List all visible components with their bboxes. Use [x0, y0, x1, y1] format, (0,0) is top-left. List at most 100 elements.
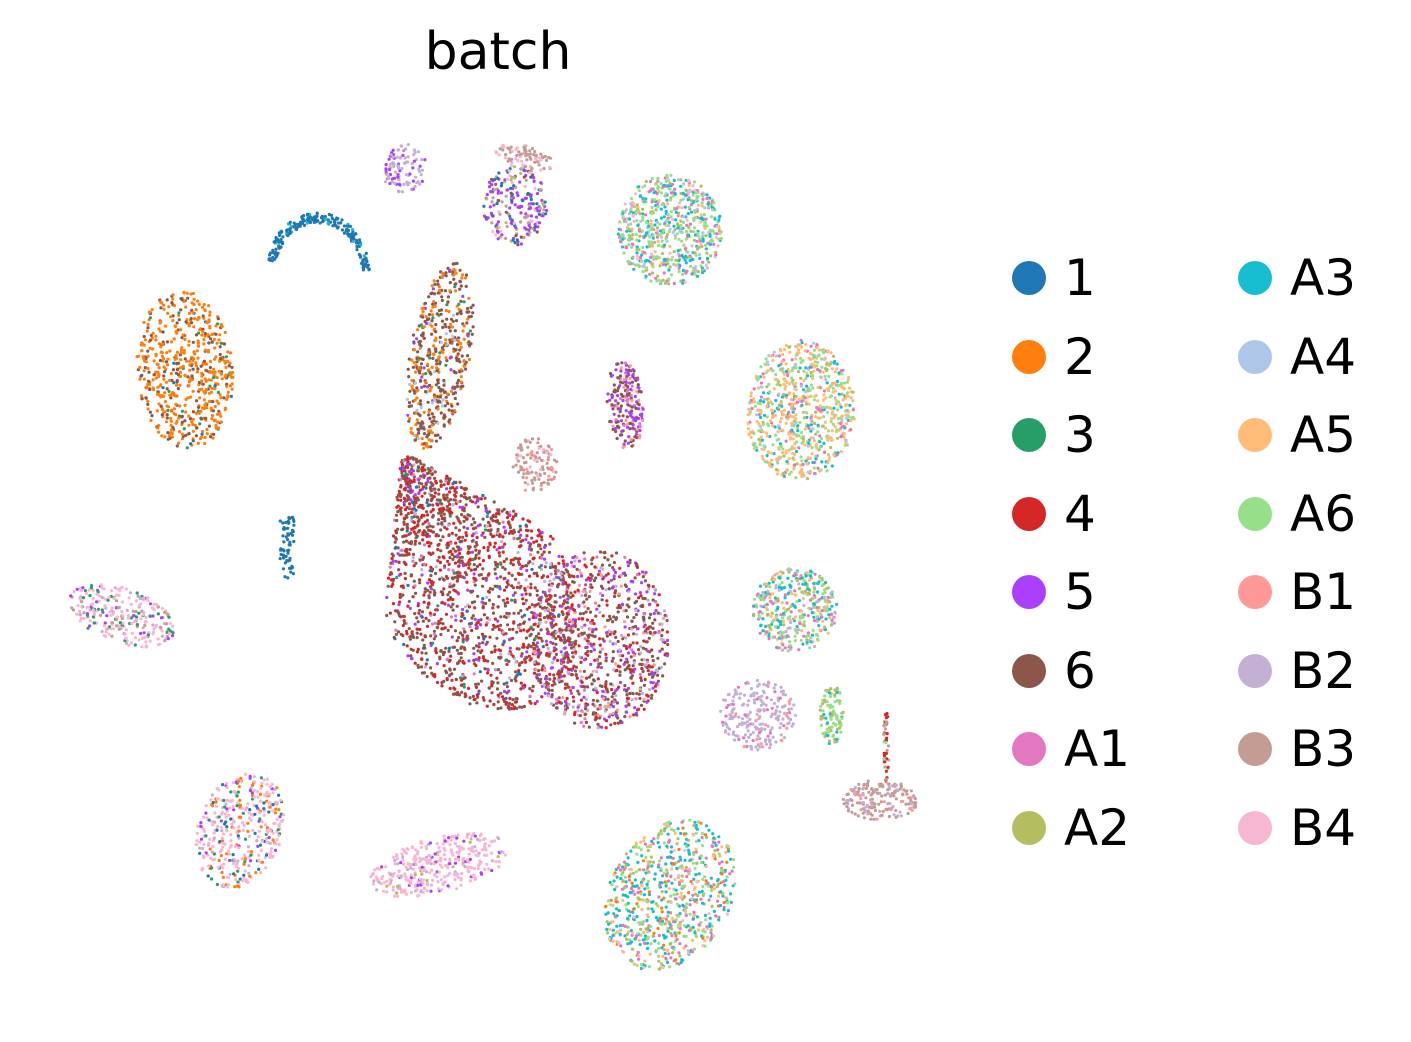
scatter-point: [631, 255, 635, 259]
scatter-point: [454, 549, 458, 553]
scatter-point: [482, 659, 486, 663]
scatter-point: [770, 368, 774, 372]
scatter-point: [196, 344, 201, 348]
scatter-point: [162, 303, 166, 307]
scatter-point: [416, 427, 420, 431]
scatter-point: [461, 607, 465, 612]
scatter-point: [657, 198, 661, 203]
scatter-point: [635, 238, 639, 242]
scatter-point: [522, 686, 526, 690]
scatter-point: [669, 173, 673, 177]
scatter-point: [536, 655, 540, 659]
scatter-point: [442, 512, 446, 516]
scatter-point: [462, 324, 466, 328]
scatter-point: [573, 721, 577, 725]
scatter-point: [684, 188, 688, 192]
scatter-point: [218, 352, 222, 357]
scatter-point: [147, 370, 151, 374]
scatter-point: [485, 514, 489, 519]
scatter-point: [602, 551, 606, 555]
scatter-point: [545, 599, 549, 603]
scatter-point: [696, 270, 700, 274]
scatter-point: [386, 584, 390, 588]
scatter-point: [527, 561, 531, 565]
scatter-point: [506, 614, 511, 618]
scatter-point: [439, 511, 443, 515]
scatter-point: [495, 636, 499, 640]
scatter-point: [822, 389, 827, 393]
scatter-point: [510, 517, 515, 521]
scatter-point: [561, 653, 565, 658]
scatter-point: [784, 415, 789, 419]
scatter-point: [567, 636, 571, 640]
scatter-point: [422, 671, 426, 675]
scatter-point: [782, 347, 787, 351]
scatter-point: [580, 574, 584, 578]
scatter-point: [196, 339, 200, 343]
scatter-point: [171, 314, 175, 318]
scatter-point: [620, 602, 625, 606]
scatter-point: [761, 430, 765, 434]
scatter-point: [416, 468, 420, 472]
scatter-point: [472, 646, 476, 650]
scatter-point: [436, 604, 440, 608]
scatter-point: [417, 518, 421, 522]
scatter-point: [423, 380, 428, 384]
scatter-point: [610, 554, 614, 558]
scatter-point: [413, 438, 417, 442]
scatter-point: [439, 411, 443, 415]
scatter-point: [205, 432, 209, 436]
scatter-point: [563, 646, 567, 650]
scatter-point: [640, 662, 644, 667]
scatter-point: [508, 513, 512, 518]
scatter-point: [485, 704, 489, 708]
scatter-point: [450, 552, 454, 557]
scatter-point: [656, 243, 661, 247]
scatter-point: [612, 594, 617, 599]
scatter-point: [572, 645, 576, 649]
scatter-point: [701, 260, 705, 264]
scatter-point: [784, 449, 788, 453]
scatter-point: [188, 376, 192, 381]
scatter-point: [654, 668, 659, 672]
scatter-point: [229, 351, 233, 355]
scatter-point: [421, 421, 425, 425]
scatter-point: [537, 617, 542, 622]
scatter-point: [649, 612, 653, 617]
scatter-point: [546, 647, 550, 651]
scatter-point: [527, 654, 531, 658]
scatter-point: [546, 682, 551, 686]
scatter-point: [668, 181, 672, 186]
scatter-point: [520, 572, 524, 577]
scatter-point: [189, 442, 193, 446]
scatter-point: [638, 234, 642, 238]
scatter-point: [437, 385, 441, 390]
scatter-point: [665, 198, 669, 202]
scatter-point: [643, 234, 647, 238]
scatter-point: [165, 413, 169, 417]
scatter-point: [195, 370, 200, 374]
scatter-point: [603, 556, 607, 560]
scatter-point: [594, 601, 598, 605]
scatter-point: [582, 600, 586, 604]
scatter-point: [674, 264, 678, 268]
scatter-point: [561, 602, 566, 606]
scatter-point: [429, 510, 433, 514]
scatter-point: [565, 611, 569, 616]
scatter-point: [445, 475, 449, 479]
scatter-point: [455, 639, 459, 643]
scatter-point: [172, 381, 176, 385]
scatter-point: [615, 668, 619, 673]
scatter-point: [394, 536, 398, 540]
scatter-point: [641, 245, 645, 250]
scatter-point: [454, 490, 458, 495]
scatter-point: [187, 384, 191, 388]
scatter-point: [421, 619, 425, 623]
scatter-point: [540, 668, 544, 672]
scatter-point: [499, 561, 503, 565]
scatter-point: [481, 641, 485, 645]
scatter-point: [426, 362, 430, 366]
scatter-point: [473, 583, 477, 587]
scatter-point: [178, 383, 182, 387]
scatter-point: [411, 556, 415, 560]
